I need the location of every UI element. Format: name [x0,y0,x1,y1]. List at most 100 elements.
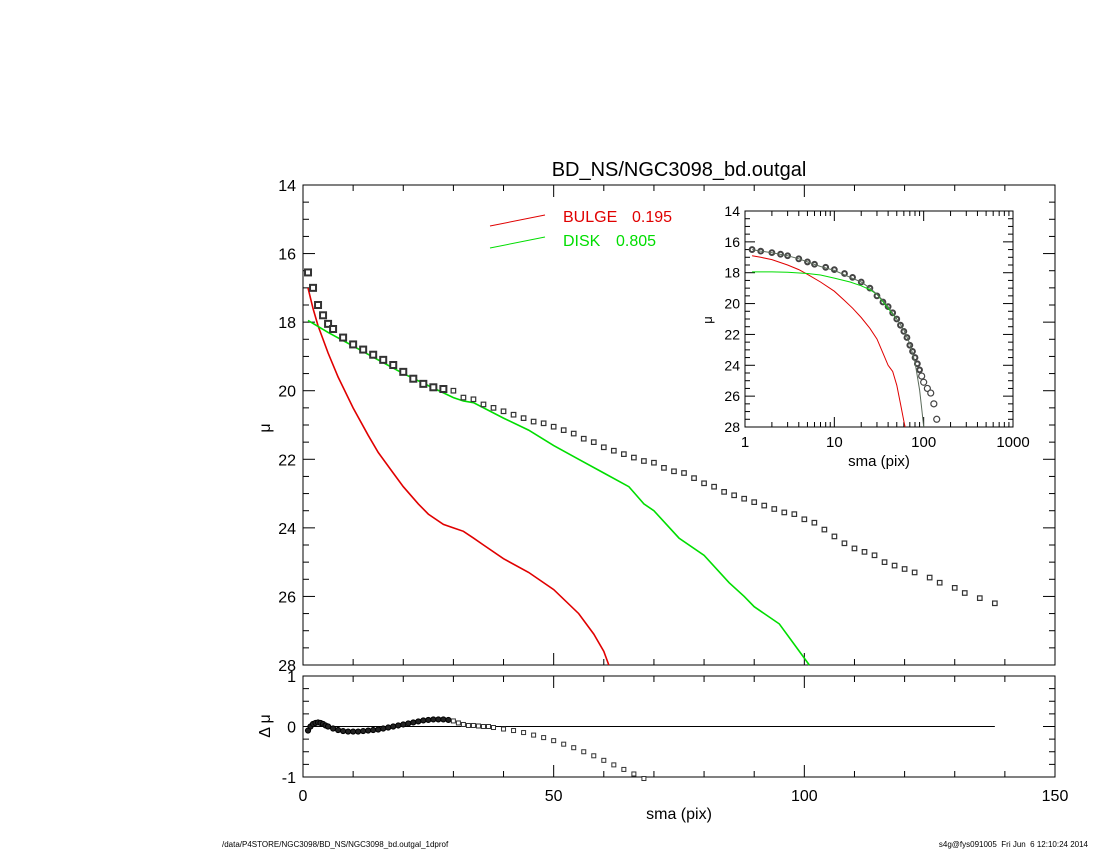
observed-point [540,420,547,427]
x-tick-label: 150 [1042,788,1069,805]
observed-point [560,427,567,433]
residual-point [425,716,432,724]
residual-point [324,723,332,730]
residual-y-tick-label: 1 [287,669,296,686]
observed-point [460,394,467,401]
observed-point [314,301,323,309]
observed-point [711,483,717,490]
legend-value-bulge: 0.195 [632,209,672,226]
legend-value-disk: 0.805 [616,233,656,250]
main-y-tick-label: 22 [278,452,296,469]
legend-label-bulge: BULGE [563,209,617,226]
main-y-tick-label: 16 [278,247,296,264]
observed-point [349,340,358,349]
residual-point [561,741,567,747]
legend-line-disk [489,236,546,249]
residual-point [334,726,342,734]
main-y-tick-label: 20 [278,384,296,401]
residual-point [501,726,507,732]
observed-point [936,579,943,586]
observed-point [339,333,348,342]
residual-point [480,724,486,729]
observed-point [811,519,818,526]
inset-tick-labels: 1 10 100 1000 14 16 18 20 22 24 26 28 [724,203,1029,451]
inset-total-line [752,249,925,428]
observed-point [450,387,457,394]
observed-point [480,401,487,408]
observed-point [801,516,808,523]
x-tick-label: 50 [545,788,563,805]
residual-series [303,716,995,782]
main-y-tick-label: 18 [278,315,296,332]
observed-point [590,439,597,445]
observed-point [901,566,908,572]
inset-x-tick-label: 1000 [996,434,1029,451]
inset-observed-point [918,372,926,380]
observed-point [991,600,998,607]
main-ticks [302,184,1056,666]
inset-series [748,246,941,428]
inset-y-tick-label: 14 [724,203,740,219]
observed-point [329,325,338,333]
inset-y-tick-label: 24 [724,357,740,373]
residual-point [551,738,557,744]
observed-point [661,465,667,471]
residual-ticks [302,675,1056,778]
main-y-axis-label: μ [257,423,274,432]
observed-point [861,549,868,555]
observed-point [600,444,607,451]
residual-point [450,718,456,724]
inset-y-tick-label: 18 [724,265,740,281]
observed-point [309,283,318,292]
inset-ticks [744,210,1013,428]
residual-point [531,732,537,738]
residual-point [430,716,437,723]
observed-point [691,475,697,481]
residual-point [631,771,637,777]
residual-point [360,727,367,735]
inset-y-tick-label: 26 [724,388,740,404]
inset-observed-point [916,366,923,374]
observed-point [520,415,527,421]
footer-stamp: s4g@fys091005 Fri Jun 6 12:10:24 2014 [938,840,1088,849]
observed-point [881,559,888,565]
inset-y-tick-label: 20 [724,296,740,312]
observed-point [641,458,647,464]
inset-background [745,211,1013,427]
inset-observed-point [927,389,935,397]
residual-point [465,722,471,728]
inset-x-tick-label: 1 [741,434,749,451]
inset-y-tick-label: 22 [724,326,740,342]
observed-point [976,595,983,601]
residual-point [365,727,372,734]
observed-point [771,506,778,512]
residual-point [385,724,392,731]
observed-point [379,355,388,364]
observed-point [671,468,677,475]
residual-point [541,735,547,741]
observed-point [429,383,438,392]
observed-point [399,367,408,376]
residual-point [329,725,337,732]
observed-point [359,345,368,354]
observed-point [470,396,477,403]
observed-point [621,451,627,457]
inset-bulge-line [752,255,906,428]
observed-point [761,502,768,509]
observed-point [731,492,737,499]
residual-point [375,726,382,733]
observed-point [851,545,858,552]
residual-point [445,716,452,724]
residual-point [415,718,422,725]
observed-point [951,585,958,591]
observed-point [389,361,398,369]
footer-path: /data/P4STORE/NGC3098/BD_NS/NGC3098_bd.o… [222,840,449,849]
inset-observed-point [930,400,938,408]
residual-point [355,728,362,735]
observed-point [911,569,918,576]
observed-point [751,499,758,505]
residual-point [521,730,527,736]
residual-point [410,719,417,726]
